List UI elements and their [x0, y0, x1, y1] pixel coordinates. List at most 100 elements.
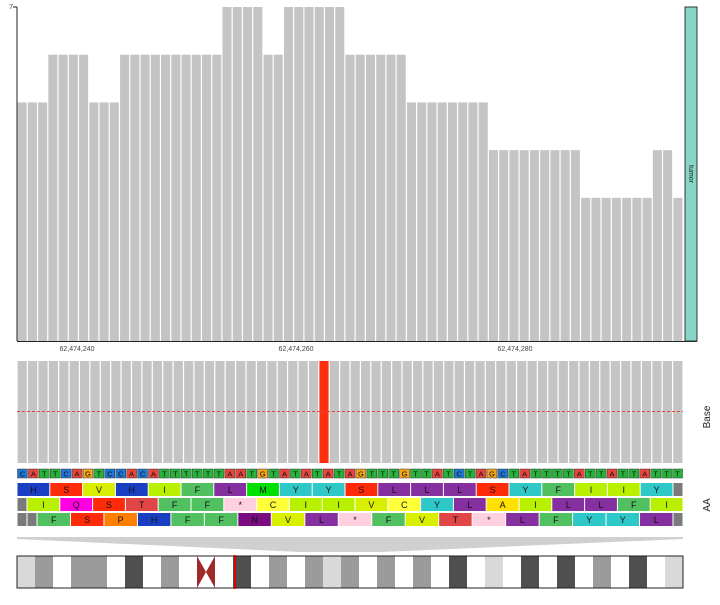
amino-acid-cell[interactable]: [305, 513, 338, 526]
sequence-base-cell[interactable]: [377, 468, 388, 479]
base-bar[interactable]: [256, 361, 267, 463]
sequence-base-cell[interactable]: [410, 468, 421, 479]
coverage-bar[interactable]: [324, 7, 335, 341]
sequence-base-cell[interactable]: [71, 468, 83, 479]
sequence-base-cell[interactable]: [28, 468, 39, 479]
coverage-bar[interactable]: [417, 102, 427, 342]
sequence-base-cell[interactable]: [181, 468, 192, 479]
coverage-bar[interactable]: [611, 197, 621, 341]
base-bar[interactable]: [485, 361, 496, 463]
coverage-bar[interactable]: [570, 150, 580, 341]
base-bar[interactable]: [236, 361, 246, 463]
amino-acid-cell[interactable]: [607, 483, 640, 496]
sequence-base-cell[interactable]: [661, 468, 672, 479]
base-bar[interactable]: [381, 361, 392, 463]
sequence-base-cell[interactable]: [628, 468, 640, 479]
coverage-bar[interactable]: [488, 150, 498, 341]
base-bar[interactable]: [506, 361, 516, 463]
coverage-bar[interactable]: [120, 54, 130, 342]
amino-acid-cell[interactable]: [289, 498, 322, 511]
base-bar[interactable]: [496, 361, 506, 463]
coverage-bar[interactable]: [89, 102, 99, 342]
coverage-bar[interactable]: [79, 54, 89, 342]
amino-acid-cell[interactable]: [171, 513, 204, 526]
base-bar[interactable]: [350, 361, 360, 463]
sequence-base-cell[interactable]: [170, 468, 181, 479]
amino-acid-cell[interactable]: [191, 498, 224, 511]
amino-acid-cell[interactable]: [585, 498, 617, 511]
sequence-base-cell[interactable]: [366, 468, 378, 479]
coverage-bar[interactable]: [652, 150, 662, 341]
coverage-bar[interactable]: [17, 102, 27, 342]
coverage-bar[interactable]: [499, 150, 509, 341]
sequence-base-cell[interactable]: [257, 468, 268, 479]
amino-acid-cell[interactable]: [552, 498, 585, 511]
sequence-base-cell[interactable]: [104, 468, 116, 479]
amino-acid-cell[interactable]: [388, 498, 421, 511]
amino-acid-cell[interactable]: [181, 483, 214, 496]
amino-acid-cell[interactable]: [573, 513, 606, 526]
amino-acid-cell[interactable]: [27, 513, 37, 526]
sequence-base-cell[interactable]: [60, 468, 72, 479]
amino-acid-cell[interactable]: [542, 483, 575, 496]
amino-acid-cell[interactable]: [476, 483, 509, 496]
coverage-bar[interactable]: [447, 102, 457, 342]
coverage-bar[interactable]: [458, 102, 468, 342]
sequence-base-cell[interactable]: [584, 468, 596, 479]
coverage-bar[interactable]: [294, 7, 304, 341]
amino-acid-cell[interactable]: [83, 483, 115, 496]
sequence-base-cell[interactable]: [50, 468, 61, 479]
base-bar[interactable]: [652, 361, 662, 463]
coverage-bar[interactable]: [243, 7, 253, 341]
amino-acid-cell[interactable]: [486, 498, 519, 511]
amino-acid-cell[interactable]: [257, 498, 289, 511]
base-bar[interactable]: [90, 361, 100, 463]
amino-acid-cell[interactable]: [17, 483, 50, 496]
base-bar[interactable]: [610, 361, 620, 463]
sequence-base-cell[interactable]: [333, 468, 345, 479]
amino-acid-cell[interactable]: [137, 513, 171, 526]
amino-acid-cell[interactable]: [575, 483, 607, 496]
sequence-base-cell[interactable]: [574, 468, 585, 479]
coverage-bar[interactable]: [529, 150, 539, 341]
coverage-bar[interactable]: [345, 54, 355, 342]
coverage-bar[interactable]: [663, 150, 673, 341]
amino-acid-cell[interactable]: [443, 483, 476, 496]
sequence-base-cell[interactable]: [508, 468, 519, 479]
sequence-base-cell[interactable]: [148, 468, 159, 479]
amino-acid-cell[interactable]: [673, 513, 683, 526]
coverage-bar[interactable]: [437, 102, 447, 342]
amino-acid-cell[interactable]: [506, 513, 539, 526]
coverage-bar[interactable]: [253, 7, 263, 341]
sequence-base-cell[interactable]: [617, 468, 629, 479]
amino-acid-cell[interactable]: [617, 498, 650, 511]
sequence-base-cell[interactable]: [541, 468, 552, 479]
amino-acid-track[interactable]: H S V H I F L M Y Y S L L L S Y F I I YI Q S T F F * C I I V C Y L A I L L F I…: [17, 483, 683, 526]
coverage-bar[interactable]: [140, 54, 150, 342]
base-bar[interactable]: [371, 361, 381, 463]
sequence-base-cell[interactable]: [530, 468, 541, 479]
amino-acid-cell[interactable]: [345, 483, 378, 496]
amino-acid-cell[interactable]: [37, 513, 70, 526]
sequence-base-cell[interactable]: [191, 468, 203, 479]
sequence-base-cell[interactable]: [115, 468, 126, 479]
base-bar[interactable]: [475, 361, 485, 463]
sequence-base-cell[interactable]: [312, 468, 323, 479]
sequence-base-cell[interactable]: [126, 468, 137, 479]
sequence-base-cell[interactable]: [453, 468, 465, 479]
amino-acid-cell[interactable]: [355, 498, 388, 511]
coverage-bar[interactable]: [27, 102, 37, 342]
coverage-bar[interactable]: [150, 54, 160, 342]
sequence-base-cell[interactable]: [93, 468, 105, 479]
sequence-base-cell[interactable]: [246, 468, 257, 479]
coverage-bar[interactable]: [171, 54, 181, 342]
base-bar[interactable]: [517, 361, 527, 463]
amino-acid-cell[interactable]: [27, 498, 60, 511]
coverage-bar[interactable]: [355, 54, 365, 342]
sequence-base-cell[interactable]: [279, 468, 290, 479]
base-track[interactable]: [17, 361, 683, 463]
coverage-bar[interactable]: [212, 54, 222, 342]
base-bar[interactable]: [121, 361, 131, 463]
amino-acid-cell[interactable]: [650, 498, 683, 511]
sample-strip[interactable]: tumor: [684, 6, 698, 342]
